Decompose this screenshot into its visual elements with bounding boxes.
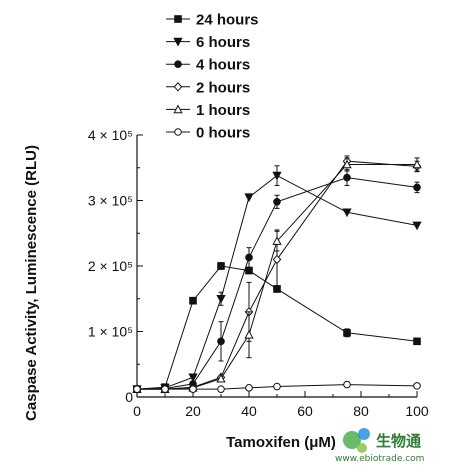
x-tick-label: 0 (133, 403, 141, 419)
data-point (413, 382, 421, 390)
series-line (137, 384, 418, 390)
y-tick-label: 1 × 10⁵ (88, 324, 133, 340)
legend-label: 6 hours (196, 34, 250, 51)
watermark-site-text: www.ebiotrade.com (335, 454, 424, 464)
data-point (412, 221, 422, 231)
data-point (245, 384, 253, 392)
legend-item-3: 2 hours (166, 79, 250, 96)
legend-item-5: 0 hours (166, 125, 250, 142)
data-point (245, 266, 253, 275)
series-3 (132, 155, 422, 394)
data-point (343, 329, 351, 337)
series-5 (133, 380, 421, 393)
series-line (136, 175, 418, 390)
data-point (343, 173, 351, 182)
data-point (273, 198, 281, 206)
data-point (189, 385, 197, 393)
watermark-logo-text: 生物通 (376, 432, 421, 450)
y-tick-label: 4 × 10⁵ (88, 127, 133, 143)
data-point (217, 337, 225, 346)
data-point (133, 385, 141, 393)
legend-label: 2 hours (196, 79, 250, 96)
legend-item-4: 1 hours (166, 102, 250, 119)
data-point (244, 193, 254, 203)
legend: 24 hours 6 hours 4 hours 2 hours 1 hours 0 ho… (166, 12, 259, 142)
y-tick-label: 0 (125, 389, 133, 405)
plot-area: 0 1 × 10⁵ 2 × 10⁵ 3 × 10⁵ 4 × 10⁵ 0 20 40 60 80 10… (88, 127, 429, 419)
data-point (216, 294, 226, 304)
data-point (188, 373, 198, 383)
legend-label: 0 hours (196, 125, 250, 142)
legend-marker (173, 104, 183, 114)
x-tick-label: 60 (297, 403, 313, 419)
data-point (272, 236, 282, 245)
data-point (413, 183, 421, 192)
data-point (342, 208, 352, 218)
data-point (217, 262, 225, 270)
data-point (189, 296, 197, 305)
watermark-logo-icon (343, 428, 370, 453)
legend-marker (174, 15, 182, 23)
legend-item-1: 6 hours (166, 34, 250, 51)
x-tick-label: 40 (241, 403, 257, 419)
legend-label: 24 hours (196, 12, 259, 29)
legend-marker (174, 60, 182, 68)
data-point (342, 159, 352, 169)
series-line (136, 265, 418, 390)
series-line (136, 177, 418, 390)
data-point (343, 380, 351, 389)
data-point (216, 373, 226, 383)
x-tick-label: 100 (405, 403, 429, 419)
data-point (272, 254, 282, 265)
data-point (244, 329, 254, 339)
data-point (273, 382, 281, 391)
data-point (413, 337, 421, 346)
legend-item-2: 4 hours (166, 57, 250, 74)
legend-label: 1 hours (196, 102, 250, 119)
legend-item-0: 24 hours (166, 12, 259, 29)
legend-marker (173, 82, 183, 92)
data-point (245, 253, 253, 262)
legend-label: 4 hours (196, 57, 250, 74)
x-tick-label: 80 (353, 403, 369, 419)
data-point (272, 171, 282, 181)
y-tick-label: 3 × 10⁵ (88, 193, 133, 209)
watermark: 生物通 www.ebiotrade.com (335, 428, 424, 464)
data-point (161, 385, 169, 393)
data-point (412, 159, 422, 169)
legend-marker (173, 37, 183, 47)
x-axis-label: Tamoxifen (μM) (226, 434, 336, 451)
x-tick-label: 20 (185, 403, 201, 419)
legend-marker (174, 128, 182, 136)
data-point (217, 385, 225, 393)
y-tick-label: 2 × 10⁵ (88, 258, 133, 274)
y-axis-label: Caspase Activity, Luminescence (RLU) (23, 145, 40, 421)
